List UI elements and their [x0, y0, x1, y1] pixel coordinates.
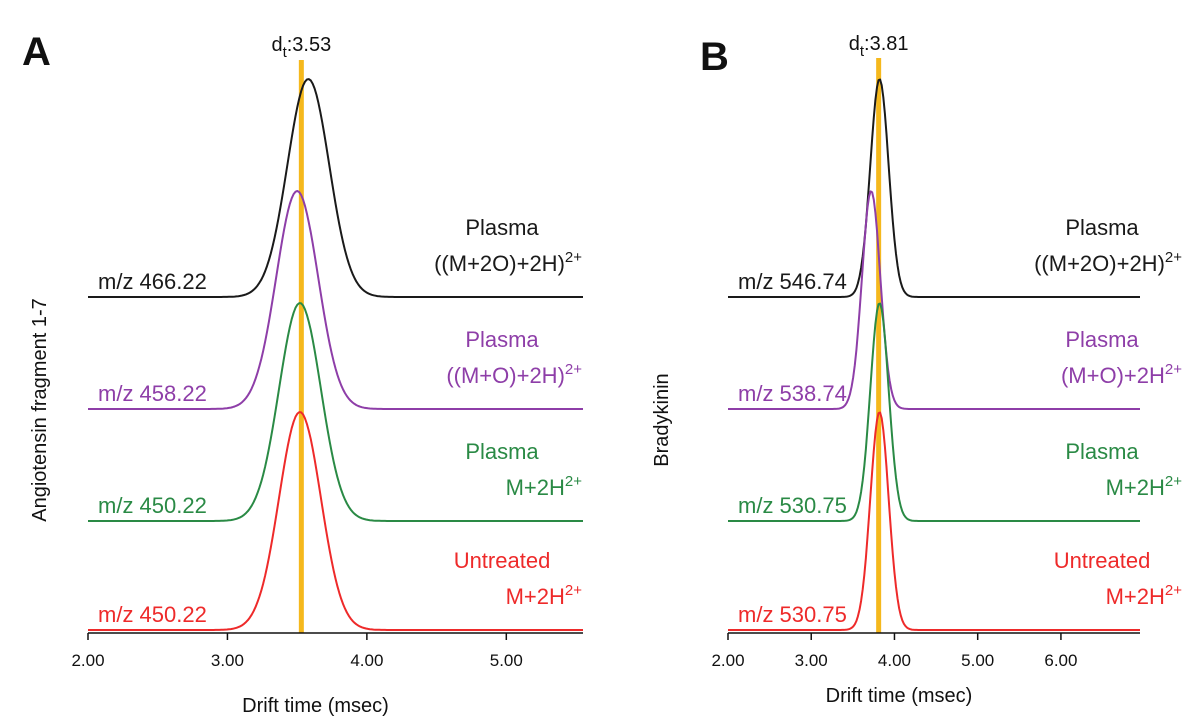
- mz-label: m/z 450.22: [98, 602, 207, 627]
- panel-letter: A: [22, 30, 51, 74]
- y-axis-label: Angiotensin fragment 1-7: [29, 298, 51, 521]
- ion-label: M+2H2+: [1106, 582, 1183, 609]
- series-line: [88, 411, 583, 631]
- ion-label: ((M+O)+2H)2+: [446, 361, 582, 388]
- ion-label: ((M+2O)+2H)2+: [434, 249, 582, 276]
- x-tick-label: 4.00: [878, 651, 911, 670]
- ion-label: M+2H2+: [1106, 473, 1183, 500]
- ion-label: M+2H2+: [506, 582, 583, 609]
- series-line: [728, 190, 1140, 410]
- x-tick-label: 5.00: [961, 651, 994, 670]
- mz-label: m/z 546.74: [738, 269, 847, 294]
- panel-b: B Bradykinin dt:3.81 m/z 546.74 Plasma ((M+2O…: [651, 33, 1182, 707]
- mz-label: m/z 458.22: [98, 381, 207, 406]
- ion-label: M+2H2+: [506, 473, 583, 500]
- x-tick-label: 5.00: [490, 651, 523, 670]
- mz-label: m/z 538.74: [738, 381, 847, 406]
- drift-time-label: dt:3.53: [271, 34, 331, 61]
- mz-label: m/z 466.22: [98, 269, 207, 294]
- mz-label: m/z 530.75: [738, 602, 847, 627]
- panel-letter: B: [700, 35, 729, 79]
- drift-time-label: dt:3.81: [849, 33, 909, 60]
- series-line: [728, 78, 1140, 298]
- condition-label: Untreated: [1054, 548, 1151, 573]
- condition-label: Plasma: [465, 439, 539, 464]
- condition-label: Plasma: [1065, 215, 1139, 240]
- x-tick-label: 4.00: [350, 651, 383, 670]
- series-line: [88, 78, 583, 298]
- x-tick-label: 2.00: [711, 651, 744, 670]
- series-line: [728, 411, 1140, 631]
- panel-a: A Angiotensin fragment 1-7 dt:3.53 m/z 466.…: [22, 30, 583, 717]
- series-line: [88, 190, 583, 410]
- mz-label: m/z 450.22: [98, 493, 207, 518]
- condition-label: Plasma: [1065, 327, 1139, 352]
- series-line: [88, 302, 583, 522]
- y-axis-label: Bradykinin: [651, 373, 673, 466]
- x-tick-label: 3.00: [211, 651, 244, 670]
- ion-label: (M+O)+2H2+: [1061, 361, 1182, 388]
- x-tick-label: 2.00: [71, 651, 104, 670]
- condition-label: Untreated: [454, 548, 551, 573]
- ion-label: ((M+2O)+2H)2+: [1034, 249, 1182, 276]
- mz-label: m/z 530.75: [738, 493, 847, 518]
- series-line: [728, 302, 1140, 522]
- x-tick-label: 6.00: [1044, 651, 1077, 670]
- condition-label: Plasma: [465, 215, 539, 240]
- condition-label: Plasma: [465, 327, 539, 352]
- x-axis-label: Drift time (msec): [242, 695, 389, 717]
- condition-label: Plasma: [1065, 439, 1139, 464]
- x-axis-label: Drift time (msec): [826, 685, 973, 707]
- x-tick-label: 3.00: [795, 651, 828, 670]
